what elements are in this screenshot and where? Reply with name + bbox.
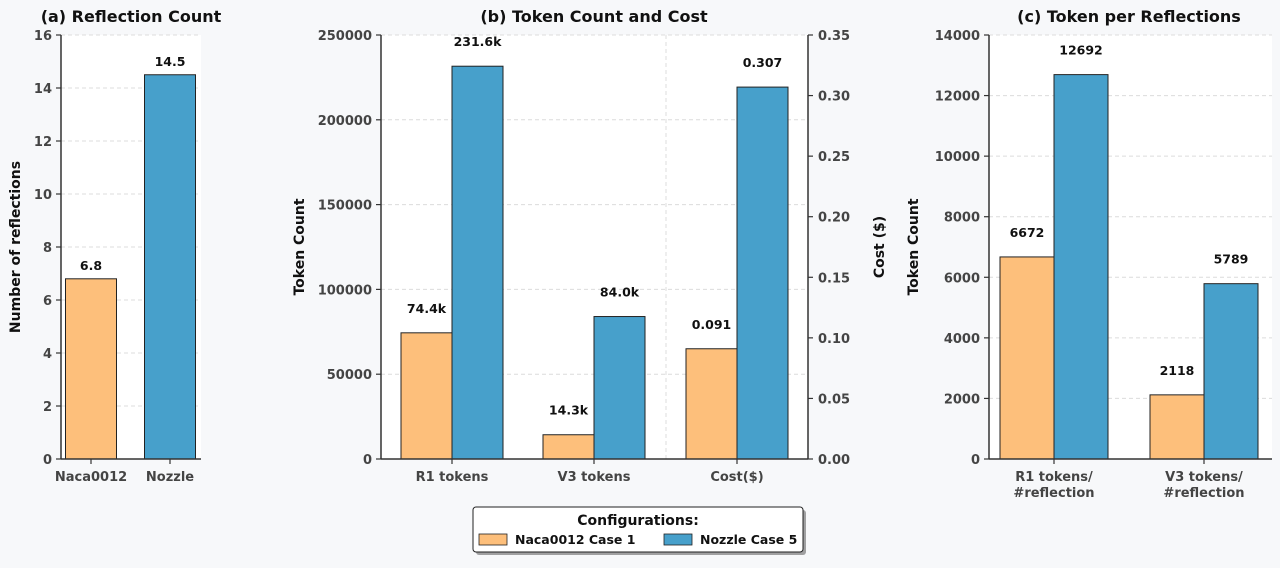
data-label: 2118 <box>1160 363 1195 378</box>
data-label: 0.307 <box>743 55 783 70</box>
y-tick-label: 10 <box>34 188 52 203</box>
y-tick-label: 200000 <box>318 114 372 129</box>
y-tick-label: 12000 <box>935 90 980 105</box>
x-tick-label-line: #reflection <box>1163 486 1244 501</box>
y-axis-label-c: Token Count <box>906 198 922 295</box>
x-tick-label-line: R1 tokens/ <box>1015 470 1093 485</box>
bar <box>1053 74 1109 460</box>
x-tick-label-line: V3 tokens/ <box>1165 470 1243 485</box>
bar <box>451 65 504 460</box>
bar <box>65 278 117 460</box>
x-tick-label-line: V3 tokens <box>558 470 631 485</box>
panel-token-per-reflections: (c) Token per Reflections Token Count 66… <box>906 7 1272 501</box>
legend-box <box>472 506 804 553</box>
x-tick-label-line: Cost($) <box>710 470 763 485</box>
y-right-tick-label: 0.30 <box>818 90 850 105</box>
y-axis-label-a: Number of reflections <box>8 161 24 333</box>
bar <box>736 86 789 460</box>
x-tick-label: R1 tokens <box>416 470 489 485</box>
y-right-tick-label: 0.35 <box>818 29 850 44</box>
bar <box>999 256 1055 460</box>
x-tick-label: R1 tokens/#reflection <box>1013 470 1094 501</box>
x-tick-label: V3 tokens/#reflection <box>1163 470 1244 501</box>
y-tick-label: 0 <box>363 453 372 468</box>
x-tick-label: Nozzle <box>146 470 194 485</box>
data-label: 6.8 <box>80 258 102 273</box>
bar <box>685 348 738 460</box>
legend-title: Configurations: <box>577 513 699 529</box>
y-tick-label: 14000 <box>935 29 980 44</box>
y-tick-label: 50000 <box>327 368 372 383</box>
x-tick-label-line: Nozzle <box>146 470 194 485</box>
data-label: 74.4k <box>407 301 447 316</box>
chart-title-a: (a) Reflection Count <box>41 7 222 26</box>
legend: Configurations: Naca0012 Case 1 Nozzle C… <box>472 506 806 555</box>
y-right-tick-label: 0.00 <box>818 453 850 468</box>
panel-reflection-count: (a) Reflection Count Number of reflectio… <box>8 7 222 485</box>
y-tick-label: 6 <box>43 294 52 309</box>
y-tick-label: 4 <box>43 347 52 362</box>
data-label: 231.6k <box>454 34 503 49</box>
data-label: 14.3k <box>549 403 589 418</box>
bar <box>144 74 196 460</box>
x-tick-label-line: R1 tokens <box>416 470 489 485</box>
legend-label-nozzle: Nozzle Case 5 <box>700 532 797 547</box>
y-tick-label: 12 <box>34 135 52 150</box>
data-label: 0.091 <box>692 317 732 332</box>
y-axis-label-b: Token Count <box>292 198 308 295</box>
y-tick-label: 10000 <box>935 150 980 165</box>
legend-item-naca: Naca0012 Case 1 <box>478 532 635 547</box>
bar <box>1149 394 1205 460</box>
y-tick-label: 0 <box>43 453 52 468</box>
y-tick-label: 8 <box>43 241 52 256</box>
x-tick-label: Naca0012 <box>55 470 127 485</box>
data-label: 14.5 <box>155 54 186 69</box>
legend-label-naca: Naca0012 Case 1 <box>515 532 635 547</box>
bar <box>542 434 595 460</box>
y-right-tick-label: 0.05 <box>818 392 850 407</box>
x-tick-label-line: Naca0012 <box>55 470 127 485</box>
y-tick-label: 2000 <box>944 392 980 407</box>
y-tick-label: 0 <box>971 453 980 468</box>
chart-title-c: (c) Token per Reflections <box>1017 7 1241 26</box>
x-tick-label: V3 tokens <box>558 470 631 485</box>
y-right-tick-label: 0.10 <box>818 332 850 347</box>
data-label: 84.0k <box>600 285 640 300</box>
y-right-tick-label: 0.20 <box>818 211 850 226</box>
y-tick-label: 150000 <box>318 199 372 214</box>
y-right-tick-label: 0.15 <box>818 271 850 286</box>
x-tick-label-line: #reflection <box>1013 486 1094 501</box>
legend-swatch-naca <box>478 533 508 546</box>
x-tick-label: Cost($) <box>710 470 763 485</box>
y-tick-label: 6000 <box>944 271 980 286</box>
y-axis-label-right-b: Cost ($) <box>872 216 888 278</box>
y-tick-label: 2 <box>43 400 52 415</box>
data-label: 5789 <box>1214 252 1249 267</box>
y-tick-label: 250000 <box>318 29 372 44</box>
y-tick-label: 8000 <box>944 211 980 226</box>
data-label: 12692 <box>1059 43 1103 58</box>
y-right-tick-label: 0.25 <box>818 150 850 165</box>
y-tick-label: 14 <box>34 82 52 97</box>
bar <box>1203 283 1259 460</box>
bar <box>400 332 453 460</box>
y-tick-label: 4000 <box>944 332 980 347</box>
legend-swatch-nozzle <box>663 533 693 546</box>
bar <box>593 316 646 460</box>
data-label: 6672 <box>1010 225 1045 240</box>
y-tick-label: 16 <box>34 29 52 44</box>
y-tick-label: 100000 <box>318 283 372 298</box>
chart-title-b: (b) Token Count and Cost <box>480 7 708 26</box>
legend-item-nozzle: Nozzle Case 5 <box>663 532 797 547</box>
panel-token-count-cost: (b) Token Count and Cost Token Count Cos… <box>292 7 888 485</box>
